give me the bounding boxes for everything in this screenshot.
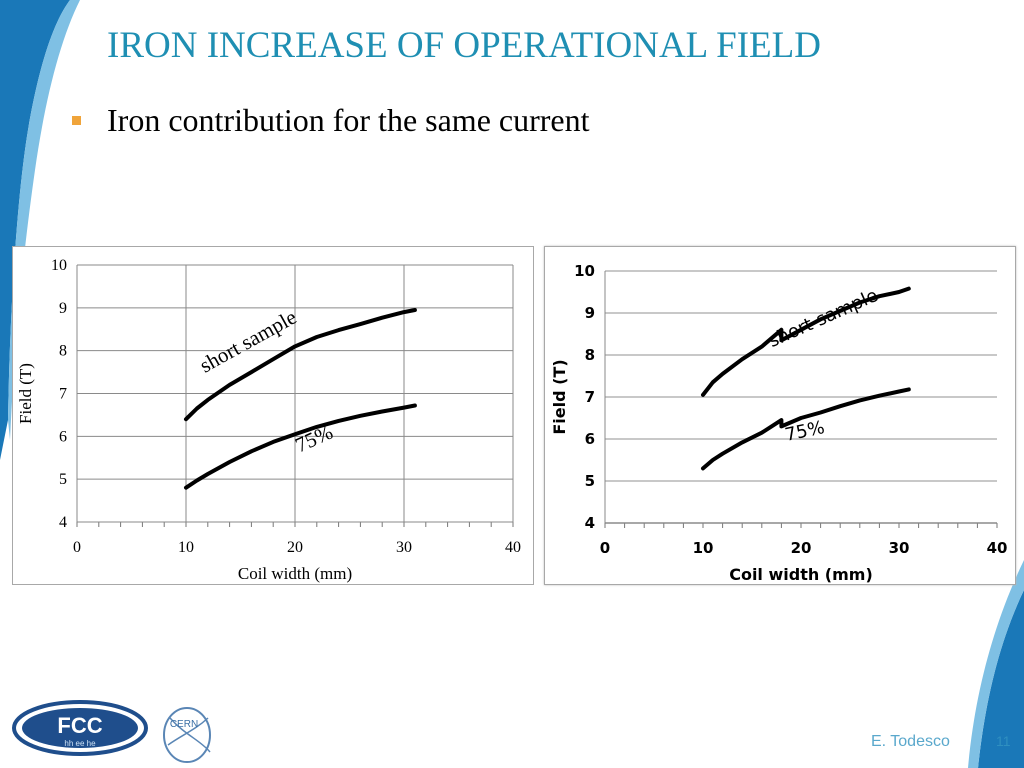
chart-left-svg: 4 5 6 7 8 9 10 0 10 20 30 40 Coil width (mm) Field (T… bbox=[16, 257, 521, 583]
y-axis-label: Field (T) bbox=[16, 363, 35, 424]
slide-title: IRON INCREASE OF OPERATIONAL FIELD bbox=[107, 25, 821, 66]
y-tick-label: 8 bbox=[59, 343, 67, 360]
x-tick-label: 0 bbox=[73, 539, 81, 556]
bullet-marker bbox=[72, 116, 81, 125]
y-tick-label: 10 bbox=[51, 257, 67, 274]
x-tick-label: 10 bbox=[693, 539, 714, 557]
y-tick-label: 9 bbox=[59, 300, 67, 317]
x-axis-label: Coil width (mm) bbox=[238, 564, 352, 583]
series-annotation: short sample bbox=[196, 305, 301, 378]
y-tick-label: 4 bbox=[59, 514, 67, 531]
x-tick-label: 0 bbox=[600, 539, 610, 557]
x-axis-label: Coil width (mm) bbox=[729, 565, 873, 584]
y-tick-label: 8 bbox=[585, 346, 595, 364]
footer-author: E. Todesco bbox=[871, 733, 950, 750]
chart-right: 4 5 6 7 8 9 10 0 10 20 30 40 Coil width (mm) Field (T… bbox=[544, 246, 1016, 585]
x-tick-label: 30 bbox=[396, 539, 412, 556]
page-number: 11 bbox=[996, 733, 1011, 749]
y-tick-label: 5 bbox=[59, 471, 67, 488]
x-tick-label: 40 bbox=[987, 539, 1008, 557]
x-tick-label: 30 bbox=[889, 539, 910, 557]
y-tick-label: 10 bbox=[574, 262, 595, 280]
series-annotation: short sample bbox=[765, 285, 881, 352]
x-tick-label: 20 bbox=[287, 539, 303, 556]
y-tick-label: 6 bbox=[585, 430, 595, 448]
series-line-short-sample bbox=[701, 286, 911, 397]
y-tick-label: 9 bbox=[585, 304, 595, 322]
y-tick-label: 6 bbox=[59, 428, 67, 445]
series-line-75-percent bbox=[184, 403, 417, 490]
x-tick-label: 10 bbox=[178, 539, 194, 556]
bullet-text: Iron contribution for the same current bbox=[107, 102, 590, 138]
x-tick-label: 20 bbox=[791, 539, 812, 557]
chart-right-svg: 4 5 6 7 8 9 10 0 10 20 30 40 Coil width (mm) Field (T… bbox=[550, 262, 1008, 584]
y-tick-label: 4 bbox=[585, 514, 595, 532]
series-line-75-percent bbox=[701, 387, 911, 471]
series-line-short-sample bbox=[184, 308, 417, 422]
y-axis-label: Field (T) bbox=[550, 359, 569, 434]
x-tick-label: 40 bbox=[505, 539, 521, 556]
y-tick-label: 7 bbox=[585, 388, 595, 406]
chart-left: 4 5 6 7 8 9 10 0 10 20 30 40 Coil width (mm) Field (T… bbox=[12, 246, 534, 585]
y-tick-label: 5 bbox=[585, 472, 595, 490]
y-tick-label: 7 bbox=[59, 386, 67, 403]
